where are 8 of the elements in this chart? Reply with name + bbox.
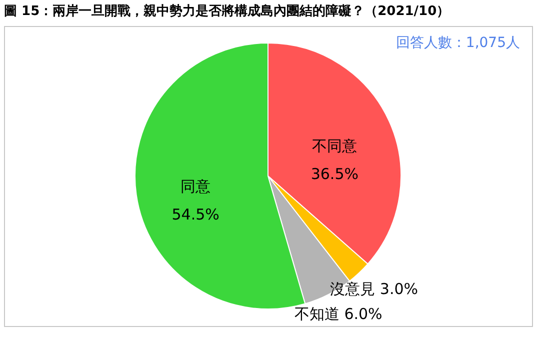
chart-title: 圖 15：兩岸一旦開戰，親中勢力是否將構成島內團結的障礙？（2021/10） — [4, 3, 450, 19]
slice-label: 沒意見 3.0% — [330, 280, 418, 298]
data-label: 54.5% — [172, 205, 220, 224]
slice-label: 不知道 6.0% — [294, 305, 382, 324]
slice-label: 同意 — [180, 177, 211, 196]
data-label: 36.5% — [310, 164, 358, 183]
slice-label: 不同意 — [312, 136, 358, 155]
text: 回答人數：1,075人 — [396, 35, 520, 51]
